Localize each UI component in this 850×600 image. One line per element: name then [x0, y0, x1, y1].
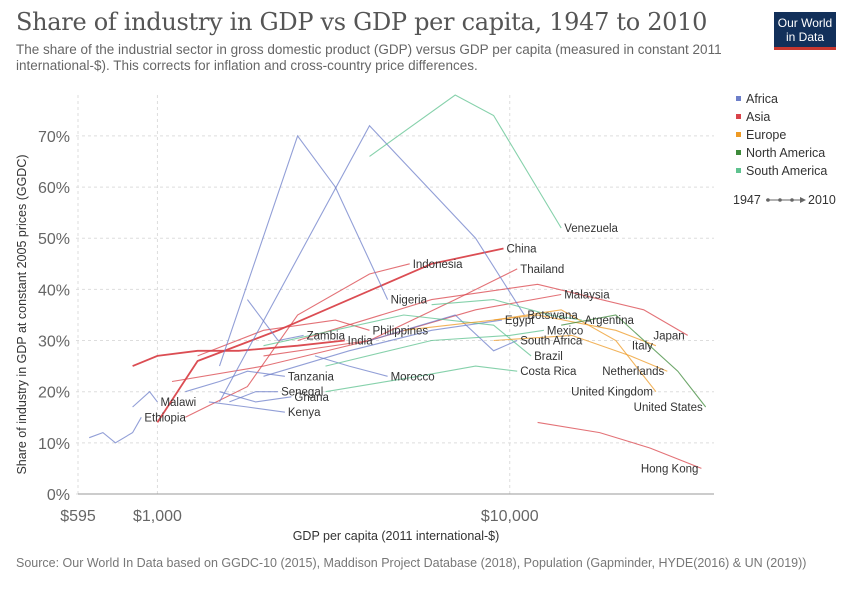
label-malaysia: Malaysia	[564, 290, 610, 302]
y-tick-label: 60%	[38, 180, 70, 197]
label-brazil: Brazil	[534, 351, 563, 363]
trajectory-ethiopia	[89, 417, 142, 444]
y-tick-label: 40%	[38, 282, 70, 299]
legend-item-africa: Africa	[746, 92, 778, 106]
legend-item-asia: Asia	[746, 110, 770, 124]
legend[interactable]: Africa Asia Europe North America South Ameri…	[733, 92, 836, 207]
label-nigeria: Nigeria	[391, 295, 428, 307]
timeline-end: 2010	[808, 193, 836, 207]
trajectory-ghana	[219, 391, 292, 403]
trajectory-kenya	[208, 401, 285, 413]
legend-swatch-north-america	[736, 150, 741, 155]
legend-swatch-europe	[736, 132, 741, 137]
trajectory-botswana	[219, 124, 525, 403]
trajectory-united-kingdom	[493, 309, 657, 393]
timeline-arrow	[800, 197, 806, 203]
label-italy: Italy	[632, 341, 653, 353]
trajectory-senegal	[229, 391, 279, 403]
label-tanzania: Tanzania	[288, 371, 335, 383]
trajectory-netherlands	[493, 334, 668, 372]
label-egypt: Egypt	[505, 315, 535, 327]
y-axis-label: Share of industry in GDP at constant 200…	[15, 154, 29, 474]
trajectory-zambia	[246, 299, 304, 342]
label-kenya: Kenya	[288, 407, 321, 419]
trajectory-brazil	[263, 314, 532, 357]
trajectory-venezuela	[369, 94, 562, 229]
timeline-dot	[778, 198, 782, 202]
label-botswana: Botswana	[527, 310, 578, 322]
x-axis-label: GDP per capita (2011 international-$)	[293, 529, 500, 543]
label-philippines: Philippines	[373, 325, 429, 337]
legend-item-south-america: South America	[746, 164, 827, 178]
trajectory-argentina	[431, 299, 582, 321]
chart-subtitle: The share of the industrial sector in gr…	[16, 42, 722, 73]
y-tick-label: 20%	[38, 385, 70, 402]
y-axis-ticks: 0% 10% 20% 30% 40% 50% 60% 70%	[38, 129, 70, 504]
owid-logo[interactable]: Our World in Data	[774, 12, 836, 50]
label-costa-rica: Costa Rica	[520, 366, 577, 378]
y-tick-label: 70%	[38, 129, 70, 146]
trajectory-china	[156, 247, 504, 423]
trajectory-philippines	[197, 319, 370, 357]
legend-swatch-south-america	[736, 168, 741, 173]
trajectory-nigeria	[218, 134, 389, 367]
label-india: India	[348, 336, 374, 348]
trajectory-indonesia	[185, 263, 410, 418]
y-tick-label: 0%	[47, 487, 70, 504]
label-ghana: Ghana	[294, 392, 329, 404]
x-tick-label: $595	[60, 508, 96, 525]
y-tick-label: 10%	[38, 436, 70, 453]
label-hong-kong: Hong Kong	[641, 463, 699, 475]
label-morocco: Morocco	[391, 371, 435, 383]
label-china: China	[506, 243, 537, 255]
trajectory-mexico	[325, 329, 544, 367]
y-tick-label: 50%	[38, 231, 70, 248]
legend-swatch-africa	[736, 96, 741, 101]
source-note: Source: Our World In Data based on GGDC-…	[16, 556, 807, 570]
label-senegal: Senegal	[281, 387, 323, 399]
country-trajectories	[89, 94, 707, 469]
trajectory-morocco	[314, 355, 388, 377]
legend-swatch-asia	[736, 114, 741, 119]
trajectory-india	[132, 339, 345, 367]
label-zambia: Zambia	[307, 330, 346, 342]
label-ethiopia: Ethiopia	[144, 412, 186, 424]
logo-line-2: in Data	[785, 30, 825, 44]
y-tick-label: 30%	[38, 334, 70, 351]
country-labels: China India Indonesia Thailand Malaysia Phili…	[144, 223, 703, 475]
label-south-africa: South Africa	[520, 336, 583, 348]
label-venezuela: Venezuela	[564, 223, 618, 235]
label-united-states: United States	[634, 402, 703, 414]
label-mexico: Mexico	[547, 325, 583, 337]
trajectory-south-africa	[369, 314, 518, 352]
label-malawi: Malawi	[160, 397, 196, 409]
gridlines	[76, 95, 714, 495]
x-tick-label: $1,000	[133, 508, 182, 525]
trajectory-malawi	[132, 390, 158, 408]
label-japan: Japan	[653, 330, 684, 342]
timeline-dot	[766, 198, 770, 202]
trajectory-costa-rica	[325, 365, 518, 393]
trajectory-japan	[297, 283, 688, 342]
x-tick-label: $10,000	[481, 508, 539, 525]
label-thailand: Thailand	[520, 264, 564, 276]
label-indonesia: Indonesia	[413, 259, 463, 271]
chart-title: Share of industry in GDP vs GDP per capi…	[16, 8, 708, 36]
trajectory-hong-kong	[537, 421, 702, 469]
label-netherlands: Netherlands	[602, 366, 664, 378]
timeline-dot	[790, 198, 794, 202]
label-argentina: Argentina	[585, 315, 635, 327]
trajectory-united-states	[561, 314, 707, 408]
timeline-start: 1947	[733, 193, 761, 207]
legend-item-europe: Europe	[746, 128, 786, 142]
x-axis-ticks: $595 $1,000 $10,000	[60, 508, 539, 525]
logo-line-1: Our World	[777, 16, 833, 30]
label-united-kingdom: United Kingdom	[571, 387, 653, 399]
legend-item-north-america: North America	[746, 146, 825, 160]
